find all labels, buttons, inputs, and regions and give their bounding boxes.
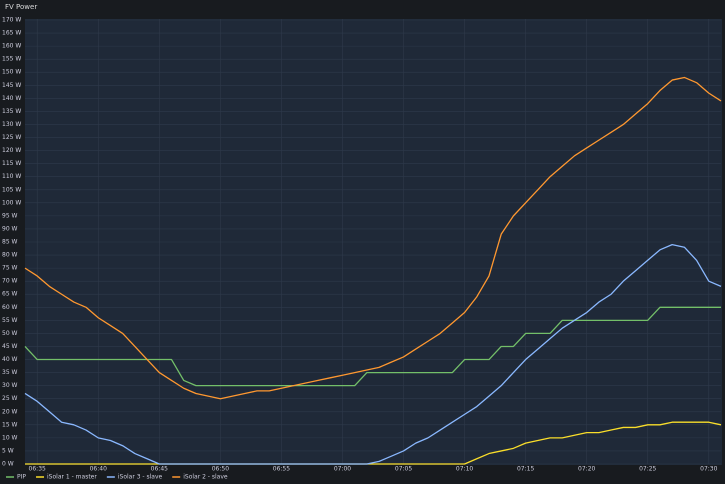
y-tick-label: 155 W bbox=[2, 56, 21, 63]
y-tick-label: 115 W bbox=[2, 160, 21, 167]
y-tick-label: 140 W bbox=[2, 95, 21, 102]
legend-label: iSolar 1 - master bbox=[47, 474, 97, 481]
y-tick-label: 135 W bbox=[2, 108, 21, 115]
series-line bbox=[25, 421, 722, 465]
x-tick-label: 07:00 bbox=[334, 466, 351, 473]
x-tick-label: 07:30 bbox=[700, 466, 717, 473]
series-line bbox=[24, 76, 722, 400]
y-tick-label: 90 W bbox=[2, 225, 18, 232]
x-tick-label: 07:10 bbox=[456, 466, 473, 473]
series-line bbox=[24, 243, 722, 465]
y-tick-label: 40 W bbox=[2, 356, 18, 363]
y-tick-label: 130 W bbox=[2, 121, 21, 128]
y-tick-label: 10 W bbox=[2, 434, 18, 441]
legend-label: iSolar 3 - slave bbox=[118, 474, 163, 481]
x-tick-label: 06:55 bbox=[273, 466, 290, 473]
y-tick-label: 30 W bbox=[2, 382, 18, 389]
y-tick-label: 160 W bbox=[2, 43, 21, 50]
x-tick-label: 06:50 bbox=[212, 466, 229, 473]
y-tick-label: 15 W bbox=[2, 421, 18, 428]
series-line bbox=[24, 306, 721, 387]
y-tick-label: 5 W bbox=[2, 447, 14, 454]
legend-label: PIP bbox=[17, 474, 26, 481]
y-tick-label: 120 W bbox=[2, 147, 21, 154]
y-tick-label: 150 W bbox=[2, 69, 21, 76]
y-tick-label: 75 W bbox=[2, 265, 18, 272]
y-tick-label: 100 W bbox=[2, 199, 21, 206]
y-tick-label: 45 W bbox=[2, 343, 18, 350]
x-tick-label: 06:45 bbox=[151, 466, 168, 473]
y-tick-label: 105 W bbox=[2, 186, 21, 193]
y-tick-label: 35 W bbox=[2, 369, 18, 376]
x-tick-label: 07:20 bbox=[578, 466, 595, 473]
y-tick-label: 70 W bbox=[2, 278, 18, 285]
y-tick-label: 20 W bbox=[2, 408, 18, 415]
x-tick-label: 07:05 bbox=[395, 466, 412, 473]
x-tick-label: 06:40 bbox=[90, 466, 107, 473]
y-tick-label: 65 W bbox=[2, 291, 18, 298]
y-tick-label: 95 W bbox=[2, 212, 18, 219]
y-tick-label: 170 W bbox=[2, 17, 21, 24]
y-tick-label: 0 W bbox=[2, 461, 14, 468]
y-tick-label: 55 W bbox=[2, 317, 18, 324]
x-tick-label: 07:25 bbox=[639, 466, 656, 473]
y-tick-label: 80 W bbox=[2, 252, 18, 259]
x-tick-label: 07:15 bbox=[517, 466, 534, 473]
y-tick-label: 145 W bbox=[2, 82, 21, 89]
y-tick-label: 110 W bbox=[2, 173, 21, 180]
x-tick-label: 06:35 bbox=[29, 466, 46, 473]
y-tick-label: 50 W bbox=[2, 330, 18, 337]
y-tick-label: 60 W bbox=[2, 304, 18, 311]
y-tick-label: 25 W bbox=[2, 395, 18, 402]
legend-label: iSolar 2 - slave bbox=[183, 474, 228, 481]
y-tick-label: 165 W bbox=[2, 30, 21, 37]
y-tick-label: 85 W bbox=[2, 239, 18, 246]
chart-title: FV Power bbox=[5, 3, 37, 11]
y-tick-label: 125 W bbox=[2, 134, 21, 141]
